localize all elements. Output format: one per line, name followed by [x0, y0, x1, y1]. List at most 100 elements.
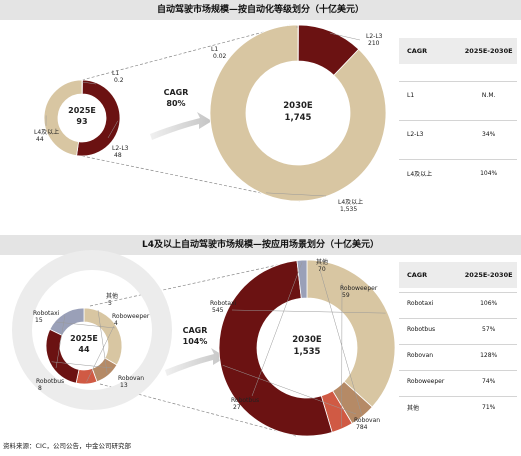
table-row: Roboweeper 74%	[399, 370, 517, 392]
table-bottom-header-metric: CAGR	[407, 271, 428, 279]
donut1-total: 93	[76, 117, 87, 126]
donut2-slice-2	[209, 24, 387, 202]
donut4-category-label-2: Roboweeper	[340, 285, 378, 292]
donut1-leader-1	[107, 120, 119, 139]
cagr-table-top: CAGR 2025E-2030E L1 N.M. L2-L3 34% L4及以上…	[399, 38, 517, 198]
donut2-value-label-0: 0.02	[213, 53, 227, 60]
cagr-value-bottom: 104%	[183, 337, 208, 346]
donut2-category-label-0: L1	[211, 46, 218, 53]
donut4-value-label-4: 27	[233, 404, 241, 411]
table-cell-cagr: 128%	[480, 352, 498, 359]
table-top-header-period: 2025E-2030E	[464, 47, 513, 55]
donut3-slice-4	[49, 307, 85, 337]
donut4-category-label-3: Robovan	[354, 417, 380, 424]
section1-title: 自动驾驶市场规模—按自动化等级划分（十亿美元）	[0, 0, 521, 20]
donut2-total: 1,745	[285, 113, 312, 123]
donut3-value-label-1: 5	[108, 300, 112, 307]
zoom-guide-lower-2	[99, 383, 297, 437]
donut1-value-label-1: 48	[114, 152, 122, 159]
table-cell-segment: L4及以上	[407, 171, 433, 178]
donut3-category-label-2: Roboweeper	[112, 313, 150, 320]
table-row: 其他 71%	[399, 396, 517, 418]
donut2-leader-2	[266, 192, 327, 197]
donut2-value-label-2: 1,535	[340, 206, 357, 213]
donut4-leader-3	[222, 365, 357, 415]
donut4-value-label-2: 59	[342, 292, 350, 299]
zoom-guide-upper-2	[89, 259, 301, 307]
table-row: L4及以上 104%	[399, 159, 517, 187]
table-cell-cagr: 71%	[482, 404, 496, 411]
cagr-value-top: 80%	[166, 99, 185, 108]
donut3-total: 44	[78, 345, 90, 354]
donut3-year: 2025E	[70, 334, 98, 343]
table-cell-segment: L2-L3	[407, 131, 424, 138]
donut3-value-label-3: 13	[120, 382, 128, 389]
donut1-slice-1	[76, 79, 121, 157]
donut1-leader-0	[82, 81, 97, 85]
cagr-label-top: CAGR	[164, 88, 189, 97]
table-cell-segment: Robovan	[407, 352, 434, 359]
donut1-category-label-0: L1	[112, 70, 119, 77]
table-cell-cagr: 106%	[480, 300, 498, 307]
donut4-category-label-4: Robotbus	[231, 397, 259, 404]
donut1-value-label-0: 0.2	[114, 77, 124, 84]
donut4-category-label-0: Robotaxi	[210, 300, 237, 307]
donut4-category-label-1: 其他	[316, 258, 328, 266]
table-row: L1 N.M.	[399, 81, 517, 109]
donut3-category-label-4: Robotbus	[36, 378, 64, 385]
donut1-slice-2	[43, 79, 83, 157]
donut2-category-label-1: L2-L3	[366, 33, 383, 40]
table-cell-cagr: N.M.	[481, 92, 496, 99]
donut2-category-label-2: L4及以上	[338, 198, 363, 206]
table-cell-cagr: 34%	[482, 131, 496, 138]
donut4-slice-3	[218, 260, 333, 437]
table-cell-cagr: 104%	[480, 170, 498, 177]
donut4-leader-1	[319, 269, 362, 415]
donut3-value-label-4: 8	[38, 385, 42, 392]
donut1-category-label-2: L4及以上	[34, 128, 59, 136]
donut2-value-label-1: 210	[368, 40, 380, 47]
donut3-category-label-1: 其他	[106, 292, 118, 300]
table-top-header-metric: CAGR	[407, 47, 428, 55]
table-cell-segment: 其他	[407, 405, 420, 412]
donut1-value-label-2: 44	[36, 136, 44, 143]
source-note: 资料来源：CIC，公司公告，中金公司研究部	[3, 442, 131, 450]
donut4-leader-0	[231, 309, 386, 314]
table-cell-segment: Robotbus	[407, 326, 436, 333]
donut4-total: 1,535	[294, 347, 321, 357]
donut3-value-label-2: 4	[114, 320, 118, 327]
table-cell-cagr: 74%	[482, 378, 496, 385]
table-cell-segment: Robotaxi	[407, 300, 434, 307]
zoom-guide-upper	[81, 24, 291, 81]
donut3-category-label-3: Robovan	[118, 375, 144, 382]
donut4-year: 2030E	[292, 335, 322, 345]
table-row: L2-L3 34%	[399, 120, 517, 148]
donut4-leader-4	[251, 262, 303, 397]
table-bottom-header-period: 2025E-2030E	[464, 271, 513, 279]
table-cell-cagr: 57%	[482, 326, 496, 333]
table-row: Robovan 128%	[399, 344, 517, 366]
donut4-slice-0	[306, 259, 396, 408]
growth-arrow-top	[150, 112, 212, 140]
donut4-value-label-0: 545	[212, 307, 224, 314]
donut1-year: 2025E	[68, 106, 96, 115]
donut4-value-label-1: 70	[318, 266, 326, 273]
watermark-ring	[12, 250, 172, 410]
section2-title: L4及以上自动驾驶市场规模—按应用场景划分（十亿美元）	[0, 235, 521, 255]
table-row: Robotaxi 106%	[399, 292, 517, 314]
table-row: Robotbus 57%	[399, 318, 517, 340]
donut3-leader-2	[86, 325, 115, 383]
donut2-year: 2030E	[283, 101, 313, 111]
donut3-leader-1	[97, 309, 108, 374]
donut3-leader-4	[55, 315, 66, 369]
donut3-category-label-0: Robotaxi	[33, 310, 60, 317]
donut3-leader-3	[51, 361, 113, 369]
donut1-category-label-1: L2-L3	[112, 145, 129, 152]
donut2-leader-1	[330, 32, 361, 41]
cagr-table-bottom: CAGR 2025E-2030E Robotaxi 106% Robotbus …	[399, 262, 517, 422]
donut3-leader-0	[55, 321, 116, 329]
donut3-value-label-0: 15	[35, 317, 43, 324]
table-cell-segment: L1	[407, 92, 415, 99]
